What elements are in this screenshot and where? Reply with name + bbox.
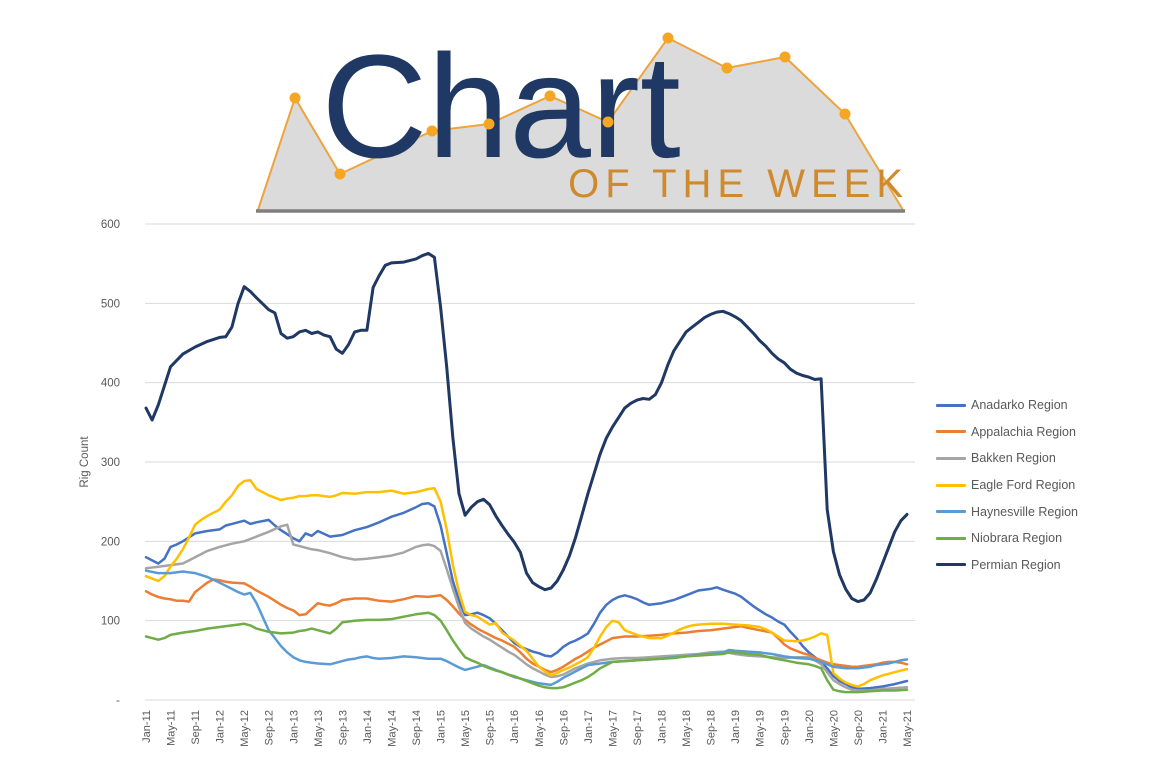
logo-title: Chart (321, 25, 680, 189)
x-tick-label-May-12: May-12 (239, 710, 251, 747)
y-tick-label-500: 500 (101, 298, 120, 310)
logo: Chart OF THE WEEK (256, 25, 909, 213)
x-tick-label-Sep-11: Sep-11 (190, 710, 202, 745)
legend-label: Permian Region (971, 557, 1061, 572)
x-tick-label-Sep-12: Sep-12 (264, 710, 276, 745)
logo-spark-dot (721, 62, 733, 74)
legend-item-permian-region: Permian Region (936, 552, 1078, 579)
y-axis-tick-labels: - 100 200 300 400 500 600 (101, 219, 120, 707)
legend-label: Anadarko Region (971, 398, 1068, 413)
logo-spark-dot (426, 125, 438, 137)
logo-spark-dot (483, 118, 495, 130)
legend-item-niobrara-region: Niobrara Region (936, 525, 1078, 552)
series-line-eagle-ford-region (144, 478, 909, 688)
legend-item-eagle-ford-region: Eagle Ford Region (936, 472, 1078, 499)
y-tick-label-200: 200 (101, 536, 120, 548)
logo-area-fill (258, 38, 903, 210)
legend-swatch (936, 536, 966, 540)
logo-sparkline-dots (289, 32, 851, 180)
x-tick-label-May-15: May-15 (460, 710, 472, 747)
logo-spark-dot (662, 32, 674, 44)
x-tick-label-May-21: May-21 (902, 710, 914, 747)
x-tick-label-May-18: May-18 (681, 710, 693, 747)
x-tick-label-May-19: May-19 (755, 710, 767, 747)
logo-spark-dot (602, 116, 614, 128)
series-line-permian-region (144, 251, 909, 604)
x-tick-label-Jan-11: Jan-11 (141, 710, 153, 743)
legend-swatch (936, 430, 966, 434)
y-tick-label-400: 400 (101, 378, 120, 390)
x-tick-label-Jan-19: Jan-19 (730, 710, 742, 744)
x-tick-label-Sep-19: Sep-19 (779, 710, 791, 745)
x-tick-label-Sep-14: Sep-14 (411, 710, 423, 745)
x-tick-label-Sep-13: Sep-13 (337, 710, 349, 745)
series-line-haynesville-region (144, 569, 909, 687)
legend-item-haynesville-region: Haynesville Region (936, 498, 1078, 525)
legend-label: Haynesville Region (971, 504, 1079, 519)
series-lines (144, 251, 909, 694)
logo-spark-dot (289, 92, 301, 104)
x-tick-label-Sep-15: Sep-15 (485, 710, 497, 745)
x-tick-label-May-17: May-17 (607, 710, 619, 747)
x-tick-label-Jan-17: Jan-17 (583, 710, 595, 744)
y-axis-title: Rig Count (79, 436, 91, 488)
legend-swatch (936, 483, 966, 487)
x-tick-label-Jan-15: Jan-15 (436, 710, 448, 744)
logo-spark-dot (334, 168, 346, 180)
x-tick-label-Jan-14: Jan-14 (362, 710, 374, 744)
x-tick-label-Sep-16: Sep-16 (558, 710, 570, 745)
x-tick-label-Jan-21: Jan-21 (877, 710, 889, 744)
y-tick-label-100: 100 (101, 616, 120, 628)
logo-spark-dot (779, 51, 791, 63)
logo-subtitle: OF THE WEEK (568, 162, 909, 206)
x-tick-label-Jan-12: Jan-12 (215, 710, 227, 744)
series-line-appalachia-region (144, 578, 909, 674)
legend-label: Bakken Region (971, 451, 1056, 466)
gridlines (145, 223, 915, 701)
x-tick-label-Sep-20: Sep-20 (853, 710, 865, 745)
legend-item-bakken-region: Bakken Region (936, 445, 1078, 472)
legend-swatch (936, 456, 966, 460)
x-tick-label-May-13: May-13 (313, 710, 325, 747)
x-tick-label-Jan-13: Jan-13 (288, 710, 300, 744)
x-tick-label-Jan-20: Jan-20 (804, 710, 816, 744)
x-tick-label-Sep-17: Sep-17 (632, 710, 644, 745)
series-line-niobrara-region (144, 611, 909, 694)
x-tick-label-Jan-18: Jan-18 (657, 710, 669, 744)
x-tick-label-May-20: May-20 (828, 710, 840, 747)
y-tick-label-300: 300 (101, 457, 120, 469)
legend-swatch (936, 403, 966, 407)
logo-sparkline (256, 36, 905, 213)
legend-label: Appalachia Region (971, 424, 1076, 439)
x-tick-label-May-11: May-11 (166, 710, 178, 746)
x-tick-label-May-14: May-14 (386, 710, 398, 747)
x-tick-label-Jan-16: Jan-16 (509, 710, 521, 744)
x-tick-label-Sep-18: Sep-18 (706, 710, 718, 745)
logo-spark-dot (839, 108, 851, 120)
legend: Anadarko Region Appalachia Region Bakken R… (936, 392, 1078, 578)
legend-item-appalachia-region: Appalachia Region (936, 419, 1078, 446)
logo-spark-dot (544, 90, 556, 102)
legend-swatch (936, 510, 966, 514)
x-tick-label-May-16: May-16 (534, 710, 546, 747)
logo-spark-line (257, 36, 904, 211)
legend-item-anadarko-region: Anadarko Region (936, 392, 1078, 419)
legend-swatch (936, 563, 966, 567)
y-tick-label-0: - (116, 695, 120, 707)
series-line-anadarko-region (144, 502, 909, 691)
legend-label: Niobrara Region (971, 531, 1063, 546)
x-axis-tick-labels: Jan-11 May-11 Sep-11 Jan-12 May-12 Sep-12 Jan-… (141, 710, 914, 747)
series-line-bakken-region (144, 523, 909, 692)
y-tick-label-600: 600 (101, 219, 120, 231)
legend-label: Eagle Ford Region (971, 478, 1076, 493)
